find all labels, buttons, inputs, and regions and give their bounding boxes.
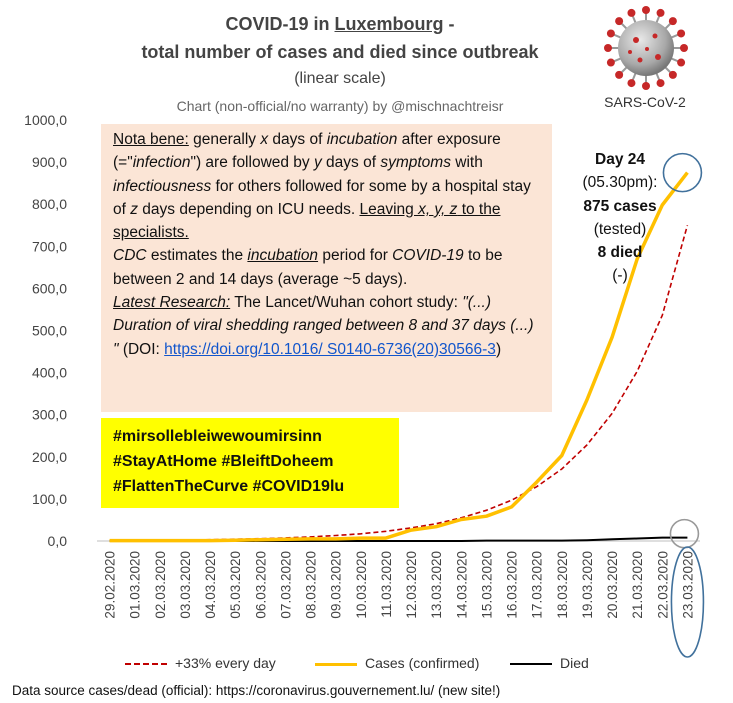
chart-legend: +33% every day Cases (confirmed) Died — [110, 655, 670, 675]
x-tick-label: 22.03.2020 — [655, 551, 670, 619]
day-summary: Day 24 (05.30pm): 875 cases (tested) 8 d… — [560, 148, 680, 288]
virus-spike-tip — [627, 79, 636, 88]
y-tick-label: 0,0 — [48, 533, 68, 549]
doi-link[interactable]: https://doi.org/10.1016/ S0140-6736(20)3… — [164, 340, 496, 358]
day-dash: (-) — [612, 267, 628, 285]
y-tick-label: 500,0 — [32, 323, 67, 339]
chart-title-line2: total number of cases and died since out… — [141, 42, 539, 62]
x-tick-label: 29.02.2020 — [103, 551, 118, 619]
data-source: Data source cases/dead (official): https… — [12, 683, 501, 698]
virus-spike-tip — [615, 17, 624, 26]
x-tick-label: 21.03.2020 — [630, 551, 645, 619]
cases-series-line — [109, 171, 689, 543]
x-tick-label: 15.03.2020 — [479, 551, 494, 619]
virus-spike-tip — [680, 44, 688, 52]
date-highlight-ellipse — [670, 546, 705, 658]
x-tick-label: 13.03.2020 — [429, 551, 444, 619]
chart-credit: Chart (non-official/no warranty) by @mis… — [176, 98, 504, 114]
y-tick-label: 1000,0 — [24, 112, 67, 128]
virus-spike-tip — [606, 29, 615, 38]
y-tick-label: 700,0 — [32, 238, 67, 254]
y-tick-label: 100,0 — [32, 491, 67, 507]
virus-spike-tip — [627, 8, 636, 17]
x-tick-label: 23.03.2020 — [680, 551, 695, 619]
x-tick-label: 14.03.2020 — [454, 551, 469, 619]
x-tick-label: 05.03.2020 — [228, 551, 243, 619]
nota-bene-label: Nota bene: — [113, 131, 189, 148]
virus-spike-tip — [677, 58, 686, 67]
x-tick-label: 01.03.2020 — [128, 551, 143, 619]
y-tick-label: 900,0 — [32, 154, 67, 170]
virus-spike-tip — [642, 82, 650, 90]
x-tick-label: 07.03.2020 — [278, 551, 293, 619]
virus-spike-tip — [615, 70, 624, 79]
x-tick-label: 17.03.2020 — [530, 551, 545, 619]
x-tick-label: 20.03.2020 — [605, 551, 620, 619]
hashtag-line: #FlattenTheCurve #COVID19lu — [113, 478, 345, 495]
day-time: (05.30pm): — [582, 174, 658, 192]
virus-spike-tip — [656, 79, 665, 88]
x-tick-label: 11.03.2020 — [379, 551, 394, 618]
legend-item-cases: Cases (confirmed) — [315, 655, 479, 671]
x-tick-label: 03.03.2020 — [178, 551, 193, 619]
day-cases: 875 cases — [583, 197, 657, 215]
nota-bene-box: Nota bene: generally x days of incubatio… — [101, 124, 552, 412]
chart-scale-note: (linear scale) — [294, 70, 386, 87]
y-tick-label: 300,0 — [32, 407, 67, 423]
virus-spike-tip — [677, 29, 686, 38]
virus-spike-tip — [668, 17, 677, 26]
x-tick-label: 08.03.2020 — [304, 551, 319, 619]
virus-spike-tip — [668, 70, 677, 79]
hashtag-line: #mirsollebleiwewoumirsinn — [113, 428, 322, 445]
legend-item-died: Died — [510, 655, 589, 671]
virus-spike-tip — [656, 8, 665, 17]
day-number: Day 24 — [595, 151, 645, 168]
y-tick-label: 400,0 — [32, 365, 67, 381]
virus-icon — [604, 6, 688, 90]
died-highlight-circle — [669, 518, 700, 549]
x-tick-label: 04.03.2020 — [203, 551, 218, 619]
research-label: Latest Research: — [113, 294, 231, 312]
x-tick-label: 16.03.2020 — [505, 551, 520, 619]
chart-title: COVID-19 in Luxembourg - — [225, 14, 455, 34]
virus-label: SARS-CoV-2 — [604, 94, 686, 110]
x-tick-label: 02.03.2020 — [153, 551, 168, 619]
cases-highlight-circle — [662, 152, 703, 193]
x-tick-label: 09.03.2020 — [329, 551, 344, 619]
hashtag-box: #mirsollebleiwewoumirsinn #StayAtHome #B… — [101, 418, 399, 508]
x-tick-label: 18.03.2020 — [555, 551, 570, 619]
research-quote: "(...) Duration of viral shedding ranged… — [113, 294, 534, 358]
virus-spike-tip — [642, 6, 650, 14]
virus-spike-tip — [606, 58, 615, 67]
y-tick-label: 600,0 — [32, 280, 67, 296]
y-tick-label: 200,0 — [32, 449, 67, 465]
x-tick-label: 19.03.2020 — [580, 551, 595, 619]
hashtag-line: #StayAtHome #BleiftDoheem — [113, 453, 334, 470]
x-tick-label: 10.03.2020 — [354, 551, 369, 619]
y-tick-label: 800,0 — [32, 196, 67, 212]
virus-spike-tip — [604, 44, 612, 52]
x-tick-label: 12.03.2020 — [404, 551, 419, 619]
day-tested: (tested) — [593, 220, 647, 238]
day-died: 8 died — [597, 244, 643, 262]
title-country: Luxembourg — [334, 14, 444, 34]
x-tick-label: 06.03.2020 — [253, 551, 268, 619]
legend-item-projection: +33% every day — [125, 655, 276, 671]
